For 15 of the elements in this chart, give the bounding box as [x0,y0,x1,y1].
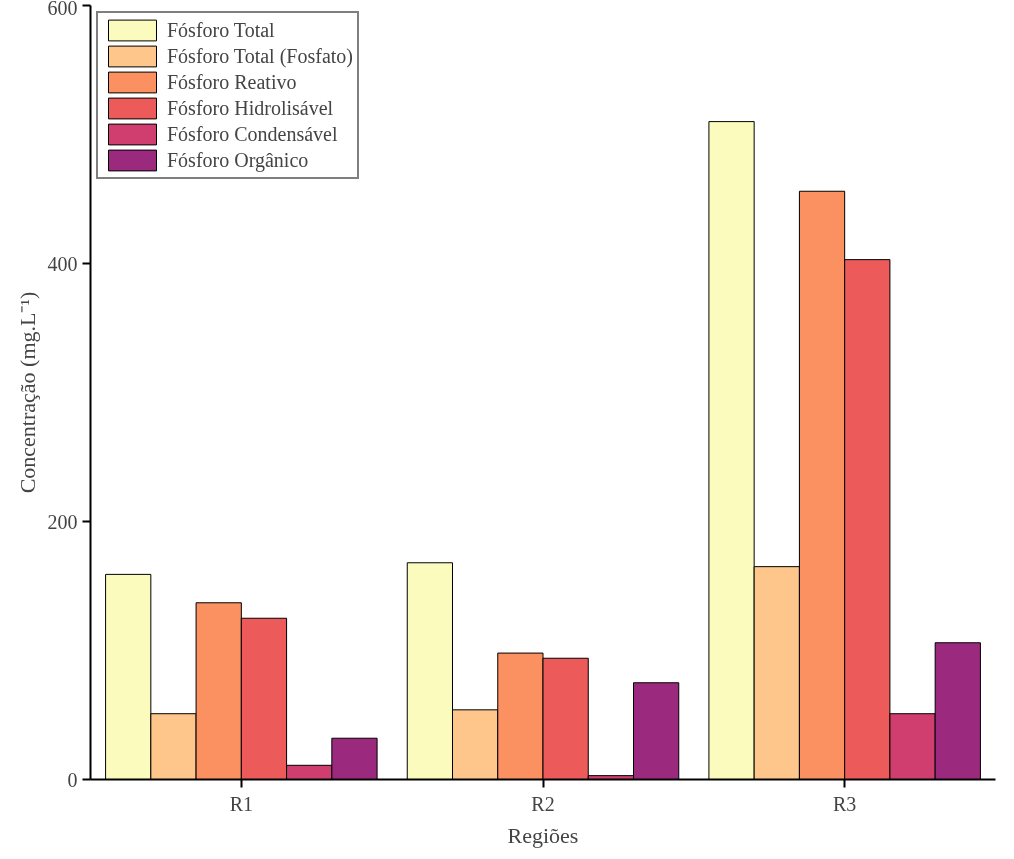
y-tick-label: 600 [47,0,78,19]
y-axis-title: Concentração (mg.L⁻¹) [14,291,40,494]
y-tick-label: 0 [67,768,78,791]
legend-label: Fósforo Condensável [167,122,338,146]
legend-label: Fósforo Reativo [167,70,297,94]
legend-label: Fósforo Total (Fosfato) [167,44,353,68]
x-axis-title: Regiões [507,822,579,848]
x-tick-label: R1 [229,792,254,815]
legend-label: Fósforo Orgânico [167,148,309,172]
x-tick-label: R3 [833,792,857,815]
legend-label: Fósforo Hidrolisável [167,96,334,120]
legend-label: Fósforo Total [167,18,275,42]
y-tick-label: 400 [47,252,78,275]
y-tick-label: 200 [47,510,78,533]
x-tick-label: R2 [531,792,555,815]
